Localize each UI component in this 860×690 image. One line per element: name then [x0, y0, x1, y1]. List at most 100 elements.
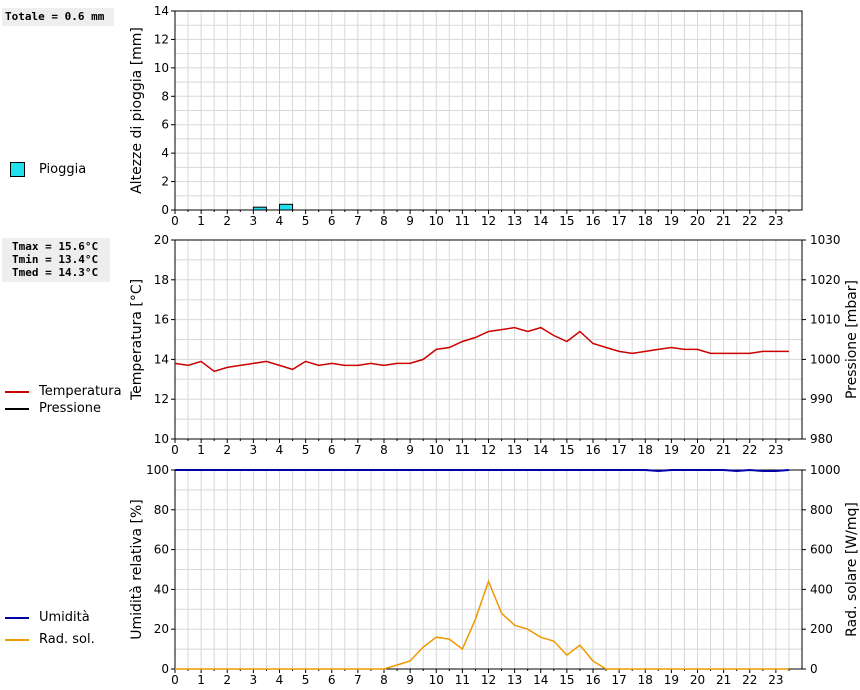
- panel3-y-tick-label: 0: [161, 662, 169, 676]
- panel2-x-tick-label: 23: [768, 443, 783, 457]
- panel1-x-tick-label: 5: [302, 214, 310, 228]
- panel3-y-tick-label: 100: [146, 463, 169, 477]
- temperature-stats-box: Tmax = 15.6°C Tmin = 13.4°C Tmed = 14.3°…: [2, 238, 110, 282]
- panel1-y-tick-label: 10: [154, 61, 169, 75]
- panel2-x-tick-label: 12: [481, 443, 496, 457]
- panel3-x-tick-label: 22: [742, 673, 757, 687]
- panel1-x-tick-label: 1: [197, 214, 205, 228]
- panel1-y-tick-label: 14: [154, 4, 169, 18]
- panel3-x-tick-label: 11: [455, 673, 470, 687]
- panel3-x-tick-label: 8: [380, 673, 388, 687]
- panel1-x-tick-label: 9: [406, 214, 414, 228]
- tmax-value: Tmax = 15.6°C: [12, 240, 99, 253]
- panel3-x-tick-label: 9: [406, 673, 414, 687]
- panel2-y2-tick-label: 1020: [810, 273, 841, 287]
- panel1-x-tick-label: 6: [328, 214, 336, 228]
- panel2-x-tick-label: 8: [380, 443, 388, 457]
- panel3-y-tick-label: 40: [154, 582, 169, 596]
- panel2-x-tick-label: 0: [171, 443, 179, 457]
- panel1-x-tick-label: 3: [250, 214, 258, 228]
- panel2-x-tick-label: 15: [559, 443, 574, 457]
- pressure-legend-line: [5, 408, 29, 410]
- panel2-x-tick-label: 13: [507, 443, 522, 457]
- panel2-x-tick-label: 10: [429, 443, 444, 457]
- solar-legend-label: Rad. sol.: [39, 632, 95, 647]
- temperature-line: [174, 326, 789, 373]
- panel3-x-tick-label: 17: [611, 673, 626, 687]
- panel3-y2-tick-label: 400: [810, 582, 833, 596]
- panel2-x-tick-label: 5: [302, 443, 310, 457]
- tmed-value: Tmed = 14.3°C: [12, 266, 99, 279]
- panel1-y-tick-label: 2: [161, 175, 169, 189]
- rain-legend-label: Pioggia: [39, 162, 87, 177]
- panel2-x-tick-label: 20: [690, 443, 705, 457]
- panel3-y-axis-label: Umidità relativa [%]: [129, 499, 145, 640]
- panel2-x-tick-label: 7: [354, 443, 362, 457]
- panel3-x-tick-label: 23: [768, 673, 783, 687]
- panel1-y-axis-label: Altezze di pioggia [mm]: [129, 27, 145, 194]
- panel3-x-tick-label: 7: [354, 673, 362, 687]
- panel1-x-tick-label: 11: [455, 214, 470, 228]
- panel2-y2-tick-label: 1000: [810, 352, 841, 366]
- panel1-x-tick-label: 21: [716, 214, 731, 228]
- panel3-y-tick-label: 80: [154, 503, 169, 517]
- panel1-x-tick-label: 10: [429, 214, 444, 228]
- solar-radiation-line: [175, 579, 789, 670]
- panel3-x-tick-label: 15: [559, 673, 574, 687]
- panel1-x-tick-label: 0: [171, 214, 179, 228]
- temperature-legend-line: [5, 391, 29, 393]
- panel3-x-tick-label: 5: [302, 673, 310, 687]
- panel2-x-tick-label: 3: [250, 443, 258, 457]
- panel2-x-tick-label: 22: [742, 443, 757, 457]
- panel2-y-tick-label: 20: [154, 233, 169, 247]
- panel3-x-tick-label: 1: [197, 673, 205, 687]
- panel2-x-tick-label: 4: [276, 443, 284, 457]
- panel3-y2-axis-label: Rad. solare [W/mq]: [844, 502, 860, 637]
- panel3-x-tick-label: 10: [429, 673, 444, 687]
- panel3-x-tick-label: 21: [716, 673, 731, 687]
- panel3-x-tick-label: 4: [276, 673, 284, 687]
- humidity-line: [175, 468, 789, 473]
- panel3-x-tick-label: 14: [533, 673, 548, 687]
- panel2-y-axis-label: Temperatura [°C]: [129, 279, 145, 401]
- panel1-y-tick-label: 8: [161, 89, 169, 103]
- panel2-y2-tick-label: 980: [810, 432, 833, 446]
- panel1-y-tick-label: 6: [161, 118, 169, 132]
- rain-total: Totale = 0.6 mm: [5, 10, 105, 23]
- tmin-value: Tmin = 13.4°C: [12, 253, 99, 266]
- panel3-x-tick-label: 0: [171, 673, 179, 687]
- panel3-y-tick-label: 60: [154, 543, 169, 557]
- pressure-legend-label: Pressione: [39, 401, 102, 416]
- panel1-x-tick-label: 13: [507, 214, 522, 228]
- panel1-x-tick-label: 4: [276, 214, 284, 228]
- panel1-x-tick-label: 17: [611, 214, 626, 228]
- panel1-y-tick-label: 12: [154, 32, 169, 46]
- panel3-y2-tick-label: 0: [810, 662, 818, 676]
- panel2-y2-tick-label: 1030: [810, 233, 841, 247]
- panel1-x-tick-label: 12: [481, 214, 496, 228]
- panel2-y-tick-label: 14: [154, 352, 169, 366]
- panel3-x-tick-label: 16: [585, 673, 600, 687]
- panel2-y2-tick-label: 990: [810, 392, 833, 406]
- panel2-x-tick-label: 18: [638, 443, 653, 457]
- rain-bar: [252, 206, 267, 211]
- panel3-x-tick-label: 13: [507, 673, 522, 687]
- panel1-y-tick-label: 0: [161, 203, 169, 217]
- panel1-x-tick-label: 19: [664, 214, 679, 228]
- panel2-x-tick-label: 21: [716, 443, 731, 457]
- panel3-x-tick-label: 18: [638, 673, 653, 687]
- panel3-y2-tick-label: 600: [810, 543, 833, 557]
- panel1-y-tick-label: 4: [161, 146, 169, 160]
- temperature-legend-label: Temperatura: [39, 384, 122, 399]
- panel2-x-tick-label: 9: [406, 443, 414, 457]
- panel1-x-tick-label: 14: [533, 214, 548, 228]
- rain-legend-swatch: [10, 162, 25, 177]
- panel1-x-tick-label: 15: [559, 214, 574, 228]
- panel3-y2-tick-label: 200: [810, 622, 833, 636]
- panel2-y-tick-label: 12: [154, 392, 169, 406]
- panel2-x-tick-label: 16: [585, 443, 600, 457]
- panel1-x-tick-label: 7: [354, 214, 362, 228]
- panel2-y-tick-label: 18: [154, 273, 169, 287]
- panel3-x-tick-label: 6: [328, 673, 336, 687]
